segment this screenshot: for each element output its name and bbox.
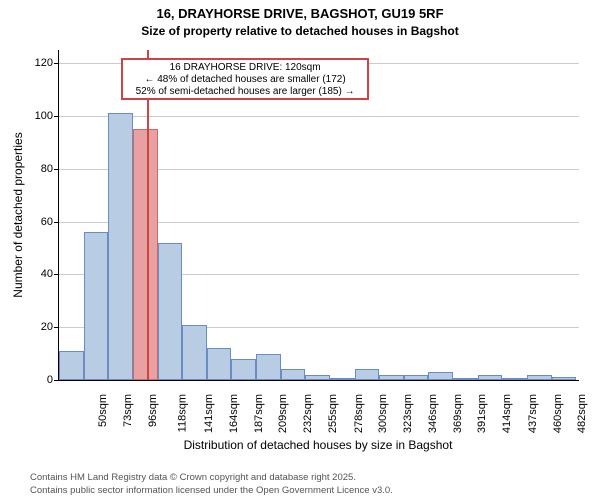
bar	[478, 375, 503, 380]
x-tick-label: 187sqm	[253, 394, 265, 433]
bar	[453, 378, 478, 380]
bar	[231, 359, 256, 380]
bar	[502, 378, 527, 380]
x-tick-label: 460sqm	[552, 394, 564, 433]
x-tick-label: 164sqm	[228, 394, 240, 433]
bar	[59, 351, 84, 380]
bar	[182, 325, 207, 380]
bar	[552, 377, 577, 380]
bar	[281, 369, 306, 380]
y-tick-label: 40	[41, 268, 53, 280]
x-tick-label: 141sqm	[203, 394, 215, 433]
gridline	[59, 116, 579, 117]
bar	[256, 354, 281, 380]
bar	[305, 375, 330, 380]
x-axis-label: Distribution of detached houses by size …	[58, 438, 578, 452]
y-tick-label: 0	[47, 374, 53, 386]
x-tick-label: 278sqm	[353, 394, 365, 433]
x-tick-label: 232sqm	[302, 394, 314, 433]
x-tick-label: 73sqm	[122, 394, 134, 427]
plot-area: 02040608010012016 DRAYHORSE DRIVE: 120sq…	[58, 50, 579, 381]
bar	[404, 375, 429, 380]
x-tick-label: 437sqm	[527, 394, 539, 433]
footer-line1: Contains HM Land Registry data © Crown c…	[30, 472, 356, 483]
bar	[108, 113, 133, 380]
annotation-line: 52% of semi-detached houses are larger (…	[127, 86, 363, 98]
x-tick-label: 50sqm	[97, 394, 109, 427]
y-tick-label: 20	[41, 321, 53, 333]
bar	[207, 348, 232, 380]
x-tick-label: 482sqm	[576, 394, 588, 433]
chart-title-line2: Size of property relative to detached ho…	[0, 24, 600, 38]
y-tick-label: 100	[35, 110, 53, 122]
x-tick-label: 209sqm	[277, 394, 289, 433]
y-axis-label: Number of detached properties	[11, 50, 25, 380]
bar	[158, 243, 183, 380]
chart-title-line1: 16, DRAYHORSE DRIVE, BAGSHOT, GU19 5RF	[0, 6, 600, 21]
bar	[330, 378, 355, 380]
x-tick-label: 96sqm	[147, 394, 159, 427]
annotation-box: 16 DRAYHORSE DRIVE: 120sqm← 48% of detac…	[121, 58, 369, 100]
bar	[84, 232, 109, 380]
y-tick-label: 120	[35, 57, 53, 69]
bar	[355, 369, 380, 380]
chart-container: 16, DRAYHORSE DRIVE, BAGSHOT, GU19 5RF S…	[0, 0, 600, 500]
annotation-line: ← 48% of detached houses are smaller (17…	[127, 74, 363, 86]
bar	[379, 375, 404, 380]
bar-highlighted	[133, 129, 158, 380]
bar	[527, 375, 552, 380]
y-tick-label: 80	[41, 163, 53, 175]
annotation-line: 16 DRAYHORSE DRIVE: 120sqm	[127, 62, 363, 74]
x-tick-label: 369sqm	[452, 394, 464, 433]
footer-line2: Contains public sector information licen…	[30, 485, 393, 496]
bar	[428, 372, 453, 380]
x-tick-label: 414sqm	[502, 394, 514, 433]
y-tick-label: 60	[41, 216, 53, 228]
x-tick-label: 255sqm	[328, 394, 340, 433]
x-tick-label: 300sqm	[377, 394, 389, 433]
x-tick-label: 323sqm	[402, 394, 414, 433]
x-tick-label: 391sqm	[476, 394, 488, 433]
x-tick-label: 118sqm	[177, 394, 189, 432]
x-tick-label: 346sqm	[427, 394, 439, 433]
